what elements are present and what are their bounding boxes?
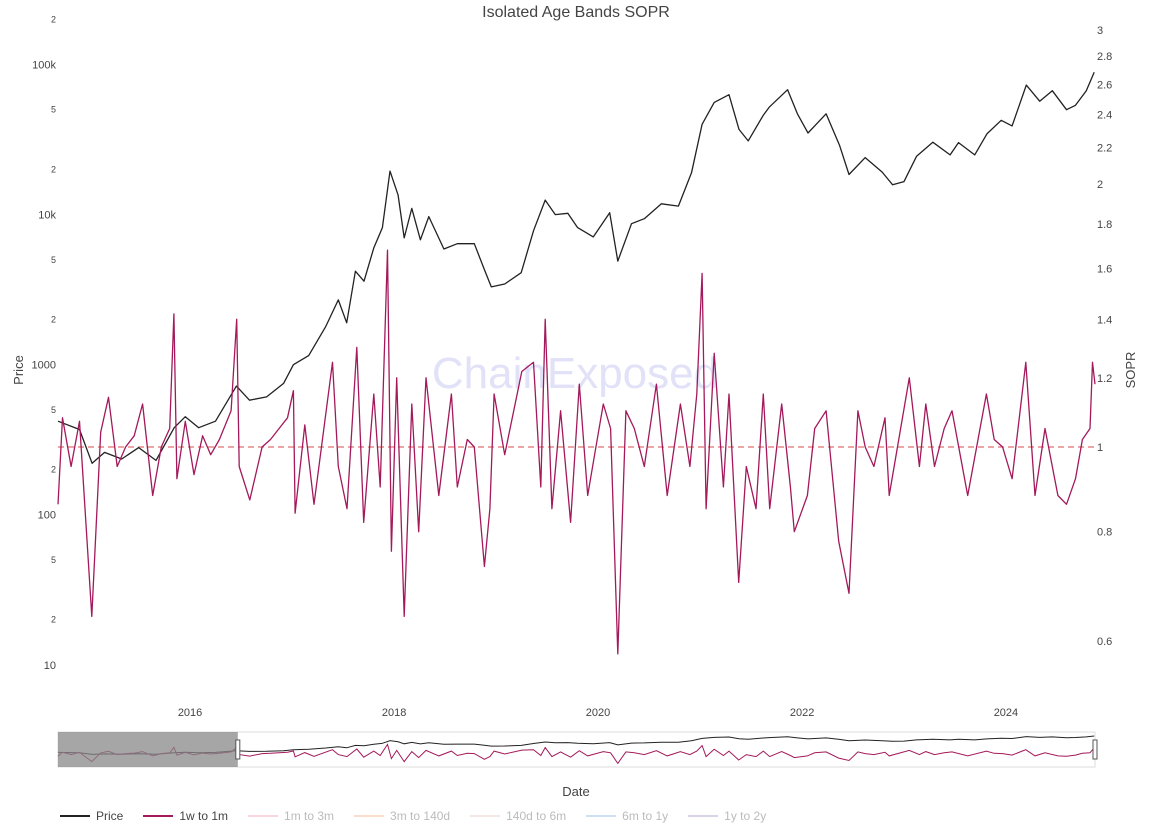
series-line-1w-to-1m[interactable] — [57, 249, 1096, 655]
y-right-tick-label: 2.8 — [1097, 51, 1112, 63]
y-right-tick-label: 1.4 — [1097, 314, 1112, 326]
legend: Price 1w to 1m 1m to 3m 3m to 140d 140d to 6… — [60, 809, 786, 823]
range-slider-handle-left[interactable] — [235, 739, 241, 760]
legend-label: 3m to 140d — [390, 809, 451, 823]
legend-swatch — [688, 815, 719, 817]
y-right-tick-label: 1.6 — [1097, 264, 1112, 276]
y-left-minor-tick-label: 2 — [51, 164, 56, 174]
y-right-tick-label: 2.6 — [1097, 79, 1112, 91]
y-right-tick-label: 2.4 — [1097, 110, 1112, 122]
y-left-minor-tick-label: 2 — [51, 465, 56, 475]
watermark: ChainExposed — [432, 349, 718, 398]
y-left-tick-label: 100 — [38, 510, 56, 522]
y-right-tick-label: 2.2 — [1097, 143, 1112, 155]
x-tick-label: 2016 — [178, 707, 202, 719]
range-slider-preview-line — [57, 735, 1095, 755]
y-left-minor-tick-label: 2 — [51, 314, 56, 324]
y-left-minor-tick-label: 5 — [51, 555, 56, 565]
y-left-tick-label: 10 — [44, 660, 56, 672]
y-left-minor-tick-label: 5 — [51, 105, 56, 115]
y-axis-left-title: Price — [11, 355, 26, 385]
x-tick-label: 2022 — [790, 707, 814, 719]
y-left-minor-tick-label: 5 — [51, 405, 56, 415]
range-slider-handle-right[interactable] — [1092, 739, 1098, 760]
legend-label: Price — [96, 809, 124, 823]
legend-item[interactable]: 140d to 6m — [470, 809, 566, 823]
y-right-tick-label: 1.8 — [1097, 219, 1112, 231]
y-left-minor-tick-label: 5 — [51, 255, 56, 265]
y-left-tick-label: 1000 — [32, 360, 56, 372]
range-slider-mask — [58, 732, 238, 767]
y-right-tick-label: 0.8 — [1097, 527, 1112, 539]
y-right-tick-label: 3 — [1097, 25, 1103, 37]
y-right-tick-label: 1.2 — [1097, 373, 1112, 385]
legend-label: 6m to 1y — [622, 809, 669, 823]
y-axis-right-title: SOPR — [1123, 352, 1138, 389]
x-axis-title: Date — [562, 784, 589, 799]
legend-label: 1y to 2y — [724, 809, 767, 823]
y-right-tick-label: 1 — [1097, 442, 1103, 454]
legend-label: 1w to 1m — [179, 809, 229, 823]
legend-item[interactable]: 1y to 2y — [688, 809, 766, 823]
x-tick-label: 2024 — [994, 707, 1018, 719]
legend-item[interactable]: Price — [60, 809, 123, 823]
legend-swatch — [60, 815, 90, 817]
legend-swatch — [143, 815, 174, 817]
range-slider[interactable] — [57, 731, 1098, 768]
series-line-price[interactable] — [57, 71, 1095, 464]
legend-label: 140d to 6m — [506, 809, 567, 823]
chart-title: Isolated Age Bands SOPR — [482, 4, 670, 21]
legend-swatch — [586, 815, 617, 817]
x-tick-label: 2018 — [382, 707, 406, 719]
y-right-tick-label: 2 — [1097, 179, 1103, 191]
legend-label: 1m to 3m — [284, 809, 335, 823]
y-left-minor-tick-label: 2 — [51, 14, 56, 24]
y-left-minor-tick-label: 2 — [51, 615, 56, 625]
legend-swatch — [470, 815, 501, 817]
x-tick-label: 2020 — [586, 707, 610, 719]
legend-item[interactable]: 1m to 3m — [248, 809, 334, 823]
y-right-tick-label: 0.6 — [1097, 636, 1112, 648]
y-left-tick-label: 10k — [38, 210, 56, 222]
legend-item[interactable]: 6m to 1y — [586, 809, 668, 823]
legend-item[interactable]: 1w to 1m — [143, 809, 228, 823]
legend-swatch — [354, 815, 385, 817]
y-left-tick-label: 100k — [32, 60, 56, 72]
legend-item[interactable]: 3m to 140d — [354, 809, 450, 823]
legend-swatch — [248, 815, 279, 817]
